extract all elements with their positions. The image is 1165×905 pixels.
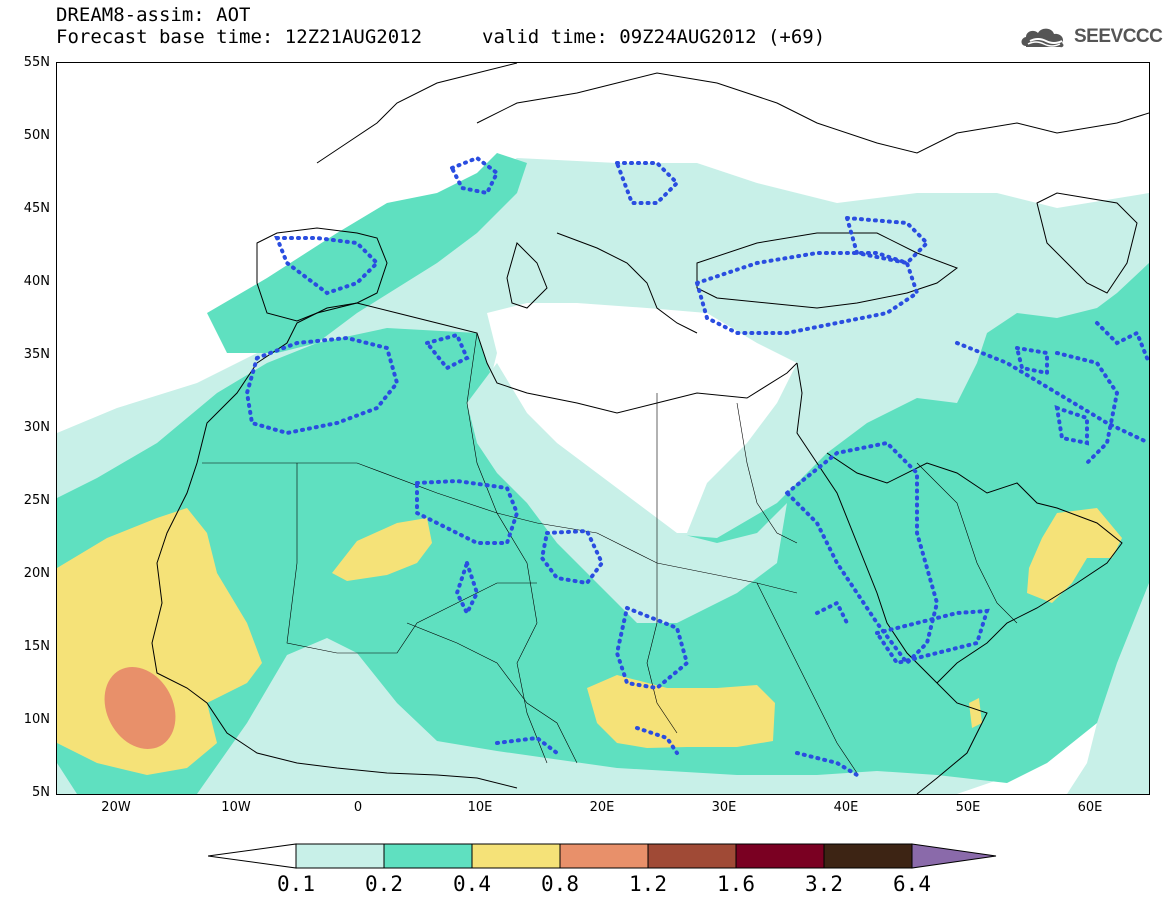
colorbar-high-arrow <box>911 843 997 869</box>
lat-label-20n: 20N <box>23 566 50 581</box>
lon-label-20e: 20E <box>589 800 615 815</box>
logo-text: SEEVCCC <box>1074 26 1163 47</box>
aot-band-0.2-north <box>207 153 527 353</box>
country-borders <box>202 332 1018 774</box>
colorbar-label-6.4: 6.4 <box>893 872 931 896</box>
map-area <box>56 62 1150 795</box>
lon-label-50e: 50E <box>955 800 981 815</box>
colorbar-swatch-3.2 <box>823 843 913 869</box>
colorbar-label-3.2: 3.2 <box>805 872 843 896</box>
valid-time: valid time: 09Z24AUG2012 (+69) <box>482 26 826 48</box>
header: DREAM8-assim: AOT Forecast base time: 12… <box>56 4 825 48</box>
colorbar-label-0.4: 0.4 <box>453 872 491 896</box>
lat-label-55n: 55N <box>23 55 50 70</box>
lon-label-10e: 10E <box>467 800 493 815</box>
lat-label-5n: 5N <box>32 785 50 800</box>
colorbar <box>208 843 997 869</box>
lon-label-40e: 40E <box>833 800 859 815</box>
colorbar-swatch-0.2 <box>383 843 473 869</box>
lat-label-50n: 50N <box>23 128 50 143</box>
clean-area-med <box>487 303 797 533</box>
colorbar-low-arrow <box>208 843 297 869</box>
colorbar-swatch-0.8 <box>559 843 649 869</box>
lat-label-25n: 25N <box>23 493 50 508</box>
map-title: DREAM8-assim: AOT <box>56 4 251 26</box>
lat-label-30n: 30N <box>23 420 50 435</box>
colorbar-swatch-1.2 <box>647 843 737 869</box>
lat-label-40n: 40N <box>23 274 50 289</box>
colorbar-swatch-0.1 <box>295 843 385 869</box>
lon-label-20w: 20W <box>101 800 131 815</box>
lon-label-10w: 10W <box>221 800 251 815</box>
seevccc-logo: SEEVCCC <box>1018 24 1163 50</box>
coastlines <box>151 63 1149 794</box>
dotted-contours <box>244 155 1149 777</box>
aot-band-0.4-sudan <box>587 675 775 748</box>
colorbar-swatch-0.4 <box>471 843 561 869</box>
aot-band-0.4-oman <box>1027 508 1122 603</box>
colorbar-label-0.2: 0.2 <box>365 872 403 896</box>
lat-label-45n: 45N <box>23 201 50 216</box>
aot-band-0.4-somalia <box>969 698 982 728</box>
colorbar-label-0.1: 0.1 <box>277 872 315 896</box>
lon-label-0: 0 <box>353 800 363 815</box>
lat-label-35n: 35N <box>23 347 50 362</box>
aot-band-0.4-sahara <box>332 518 432 581</box>
lon-label-30e: 30E <box>711 800 737 815</box>
colorbar-swatch-1.6 <box>735 843 825 869</box>
aot-band-0.1-egypt <box>467 363 787 623</box>
lat-label-10n: 10N <box>23 712 50 727</box>
colorbar-label-0.8: 0.8 <box>541 872 579 896</box>
colorbar-label-1.2: 1.2 <box>629 872 667 896</box>
aot-band-0.8-atlantic <box>104 666 176 750</box>
lat-label-15n: 15N <box>23 639 50 654</box>
colorbar-label-1.6: 1.6 <box>717 872 755 896</box>
aot-contour-map <box>57 63 1149 794</box>
base-time: Forecast base time: 12Z21AUG2012 <box>56 26 423 48</box>
lon-label-60e: 60E <box>1077 800 1103 815</box>
cloud-icon <box>1021 28 1064 48</box>
